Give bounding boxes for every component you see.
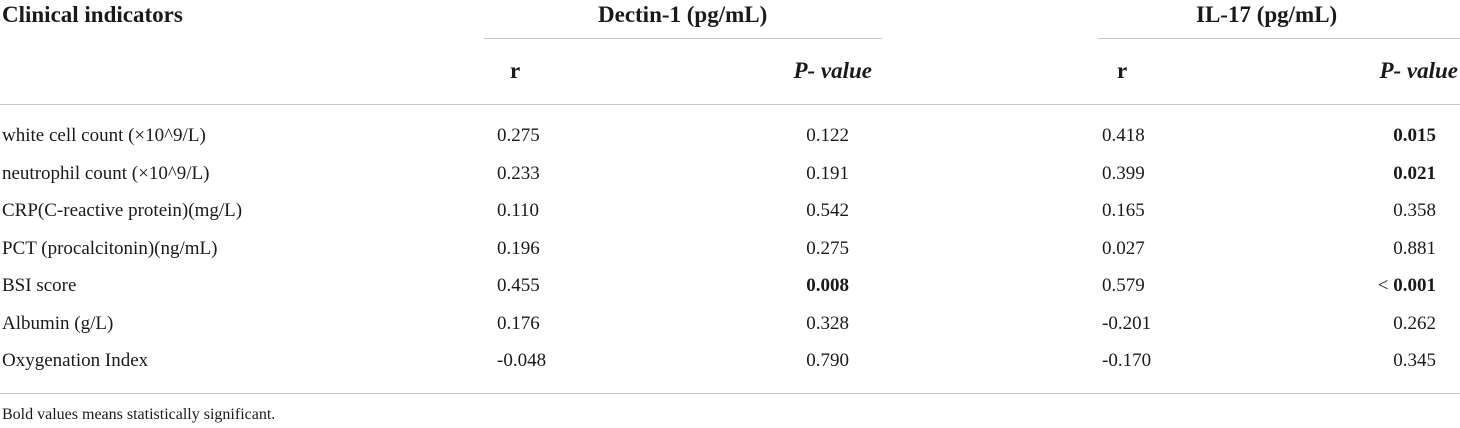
il-17-r-header: r	[1117, 58, 1128, 83]
dectin-1-group-rule	[484, 38, 882, 39]
row-label: BSI score	[2, 275, 77, 296]
dectin-1-p-value-header: P- value	[793, 58, 872, 83]
dectin-1-p-cell: 0.122	[806, 125, 849, 146]
row-label: Albumin (g/L)	[2, 313, 114, 334]
il-17-p-value-header: P- value	[1379, 58, 1458, 83]
dectin-1-r-cell: -0.048	[497, 350, 547, 371]
dectin-1-p-cell: 0.191	[806, 163, 849, 184]
il-17-p-cell: 0.881	[1393, 238, 1436, 259]
dectin-1-r-header: r	[510, 58, 521, 83]
il-17-p-cell: 0.015	[1393, 125, 1436, 146]
il-17-r-cell: 0.399	[1102, 163, 1145, 184]
dectin-1-r-cell: 0.455	[497, 275, 540, 296]
dectin-1-r-cell: 0.275	[497, 125, 540, 146]
dectin-1-p-cell: 0.275	[806, 238, 849, 259]
il-17-r-cell: -0.201	[1102, 313, 1152, 334]
il-17-r-cell: 0.027	[1102, 238, 1145, 259]
il-17-group-header: IL-17 (pg/mL)	[1196, 2, 1338, 27]
row-label: CRP(C-reactive protein)(mg/L)	[2, 200, 243, 221]
less-than-prefix: <	[1377, 275, 1394, 296]
dectin-1-p-cell: 0.328	[806, 313, 849, 334]
il-17-p-cell: 0.021	[1393, 163, 1436, 184]
dectin-1-p-cell: 0.542	[806, 200, 849, 221]
il-17-p-cell: 0.345	[1393, 350, 1436, 371]
il-17-r-cell: 0.165	[1102, 200, 1145, 221]
dectin-1-r-cell: 0.176	[497, 313, 540, 334]
table-bottom-rule	[0, 393, 1460, 394]
il-17-r-cell: 0.579	[1102, 275, 1145, 296]
il-17-group-rule	[1098, 38, 1460, 39]
il-17-p-value: 0.001	[1393, 275, 1436, 296]
table-footnote: Bold values means statistically signific…	[2, 406, 276, 423]
dectin-1-r-cell: 0.233	[497, 163, 540, 184]
dectin-1-p-cell: 0.008	[806, 275, 849, 296]
il-17-p-cell: < 0.001	[1378, 275, 1436, 297]
row-label: PCT (procalcitonin)(ng/mL)	[2, 238, 218, 259]
il-17-p-cell: 0.262	[1393, 313, 1436, 334]
row-label: neutrophil count (×10^9/L)	[2, 163, 210, 184]
il-17-r-cell: 0.418	[1102, 125, 1145, 146]
il-17-p-cell: 0.358	[1393, 200, 1436, 221]
dectin-1-r-cell: 0.196	[497, 238, 540, 259]
dectin-1-r-cell: 0.110	[497, 200, 540, 221]
clinical-indicators-header: Clinical indicators	[2, 2, 183, 27]
dectin-1-group-header: Dectin-1 (pg/mL)	[598, 2, 768, 27]
il-17-r-cell: -0.170	[1102, 350, 1152, 371]
header-bottom-rule	[0, 104, 1460, 105]
row-label: white cell count (×10^9/L)	[2, 125, 206, 146]
row-label: Oxygenation Index	[2, 350, 149, 371]
dectin-1-p-cell: 0.790	[806, 350, 849, 371]
